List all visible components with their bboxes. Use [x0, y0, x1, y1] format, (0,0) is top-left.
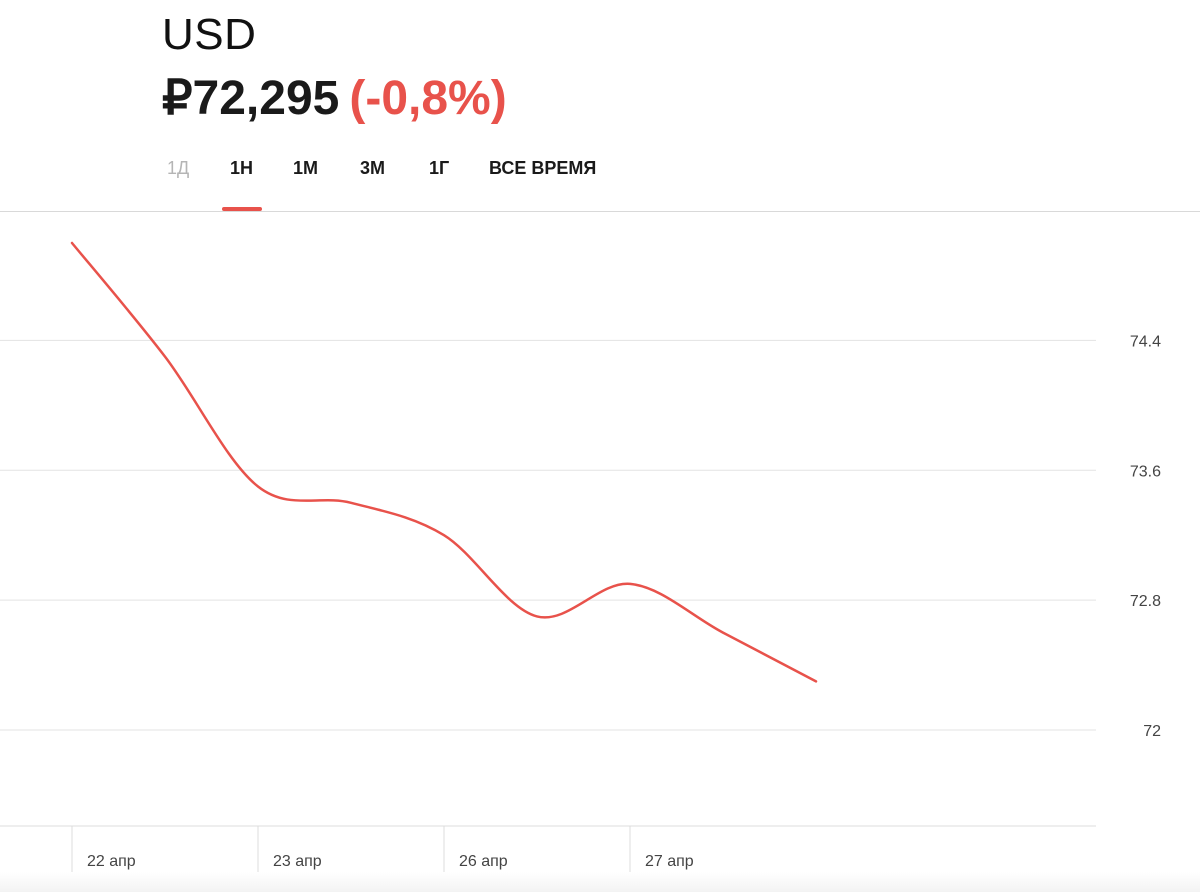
- y-tick-label: 72: [1143, 723, 1161, 740]
- tab-1d[interactable]: 1Д: [167, 158, 190, 178]
- bottom-fade: [0, 872, 1200, 892]
- x-tick-label: 23 апр: [273, 853, 322, 870]
- x-tick-label: 22 апр: [87, 853, 136, 870]
- y-tick-label: 73.6: [1130, 463, 1161, 480]
- y-tick-label: 74.4: [1130, 333, 1161, 350]
- period-tabs: 1Д 1Н 1М 3М 1Г ВСЕ ВРЕМЯ: [0, 150, 1200, 212]
- price-change: (-0,8%): [349, 72, 507, 125]
- y-tick-labels: 72 72.8 73.6 74.4: [1130, 333, 1161, 740]
- price-line: [70, 241, 818, 683]
- tab-1y[interactable]: 1Г: [429, 158, 450, 178]
- price-chart: 72 72.8 73.6 74.4 22 апр 23 апр 26 апр 27 апр: [0, 241, 1161, 872]
- tab-1m[interactable]: 1М: [293, 158, 319, 178]
- active-tab-underline: [222, 207, 262, 211]
- x-tick-label: 27 апр: [645, 853, 694, 870]
- x-axis-ticks: [71, 826, 631, 872]
- tab-1w[interactable]: 1Н: [230, 158, 254, 178]
- usd-symbol: USD: [162, 10, 257, 59]
- x-tick-label: 26 апр: [459, 853, 508, 870]
- tabs-divider: [0, 211, 1200, 212]
- tab-3m[interactable]: 3М: [360, 158, 386, 178]
- x-tick-labels: 22 апр 23 апр 26 апр 27 апр: [87, 853, 694, 870]
- price-row: ₽72,295 (-0,8%): [162, 70, 507, 126]
- tab-all-time[interactable]: ВСЕ ВРЕМЯ: [489, 158, 597, 178]
- grid-lines: [0, 339, 1096, 731]
- current-price: ₽72,295: [162, 72, 340, 125]
- y-tick-label: 72.8: [1130, 593, 1161, 610]
